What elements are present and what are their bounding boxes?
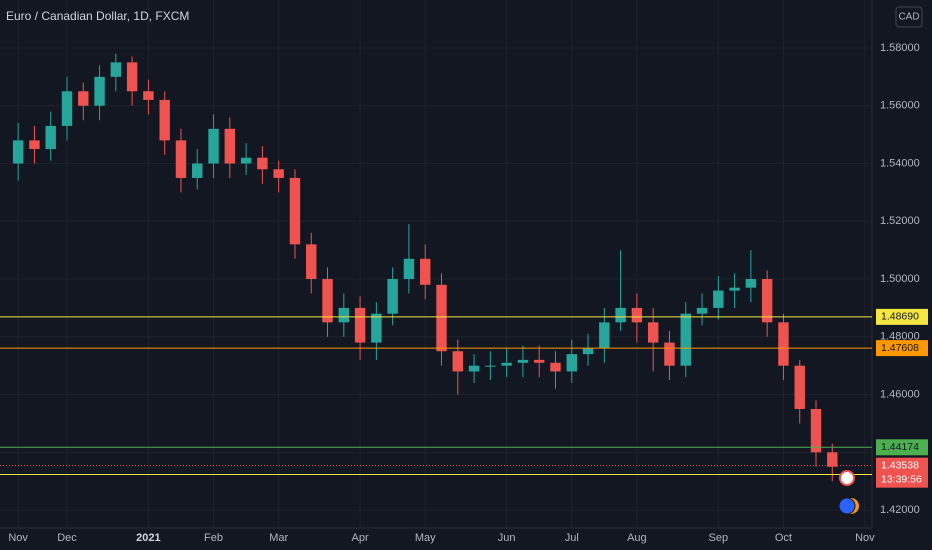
candle-body xyxy=(517,359,529,363)
candle-body xyxy=(78,91,89,106)
candle-body xyxy=(306,244,317,280)
y-tick-label: 1.54000 xyxy=(880,157,920,169)
candle-body xyxy=(240,157,252,164)
candle-body xyxy=(452,351,463,372)
x-tick-label: Jun xyxy=(498,532,516,544)
candle-body xyxy=(810,408,822,453)
candle-body xyxy=(615,307,626,323)
x-tick-label: Apr xyxy=(352,532,369,544)
candle-body xyxy=(696,307,708,314)
x-tick-label: Nov xyxy=(8,532,28,544)
x-tick-label: Dec xyxy=(57,532,77,544)
x-tick-label: Feb xyxy=(204,532,223,544)
x-tick-label: Jul xyxy=(565,532,579,544)
candle-body xyxy=(631,307,643,323)
countdown: 13:39:56 xyxy=(881,473,922,485)
candle-body xyxy=(680,313,691,366)
level-label-box xyxy=(876,308,928,325)
x-tick-label: Aug xyxy=(627,532,647,544)
last-price-label: 1.43538 xyxy=(881,459,919,471)
chart-title: Euro / Canadian Dollar, 1D, FXCM xyxy=(6,9,189,23)
last-price-box xyxy=(876,457,928,488)
y-tick-label: 1.48000 xyxy=(880,331,920,343)
candle-body xyxy=(224,128,236,164)
event-icon[interactable] xyxy=(838,497,856,515)
y-tick-label: 1.56000 xyxy=(880,100,920,112)
level-label: 1.48690 xyxy=(881,311,919,323)
candle-body xyxy=(647,322,659,343)
candle-body xyxy=(29,140,40,150)
candle-body xyxy=(566,354,577,372)
candle-body xyxy=(354,307,366,343)
candle-body xyxy=(533,359,545,363)
candle-body xyxy=(729,287,740,291)
x-tick-label: May xyxy=(415,532,436,544)
x-tick-label: 2021 xyxy=(136,532,160,544)
candle-body xyxy=(550,362,561,372)
candle-body xyxy=(94,76,105,106)
x-tick-label: Oct xyxy=(775,532,792,544)
candle-body xyxy=(501,362,512,366)
y-tick-label: 1.46000 xyxy=(880,388,920,400)
candle-body xyxy=(436,284,447,352)
candle-body xyxy=(143,91,154,100)
candle-body xyxy=(371,313,382,343)
y-tick-label: 1.42000 xyxy=(880,504,920,516)
candle-body xyxy=(827,452,838,467)
candle-body xyxy=(387,279,398,314)
candle-body xyxy=(273,169,284,178)
candle-body xyxy=(713,290,724,308)
candle-body xyxy=(761,279,773,323)
candle-body xyxy=(794,365,805,409)
candle-body xyxy=(175,140,187,178)
candle-body xyxy=(485,365,496,367)
candle-body xyxy=(45,125,56,150)
level-label-box xyxy=(876,439,928,456)
candle-body xyxy=(468,365,480,372)
candle-body xyxy=(257,157,268,170)
candle-body xyxy=(664,342,675,366)
candle-body xyxy=(778,322,789,366)
level-label: 1.44174 xyxy=(881,441,919,453)
candle-body xyxy=(12,140,24,164)
candle-body xyxy=(61,91,73,126)
overlays: 1.486901.476081.441741.432321.4353813:39… xyxy=(0,308,928,488)
x-tick-label: Nov xyxy=(855,532,875,544)
candle-body xyxy=(159,99,170,141)
candle-body xyxy=(208,128,219,164)
candle-body xyxy=(420,258,431,285)
y-tick-label: 1.52000 xyxy=(880,215,920,227)
candle-body xyxy=(582,348,594,355)
event-icon[interactable] xyxy=(839,470,855,486)
candle-body xyxy=(110,62,122,77)
candles xyxy=(12,53,838,482)
candle-body xyxy=(289,177,301,245)
y-tick-label: 1.58000 xyxy=(880,42,920,54)
currency-button[interactable] xyxy=(895,6,923,28)
candle-body xyxy=(403,258,415,280)
x-tick-label: Mar xyxy=(269,532,288,544)
candle-body xyxy=(745,279,757,288)
candle-body xyxy=(599,322,610,349)
level-label: 1.47608 xyxy=(881,342,919,354)
candle-body xyxy=(338,307,350,323)
candle-body xyxy=(322,279,333,323)
x-tick-label: Sep xyxy=(709,532,729,544)
level-label-box xyxy=(876,340,928,357)
candle-body xyxy=(192,163,203,178)
candle-body xyxy=(126,62,138,92)
y-tick-label: 1.50000 xyxy=(880,273,920,285)
currency-label[interactable]: CAD xyxy=(898,12,919,23)
